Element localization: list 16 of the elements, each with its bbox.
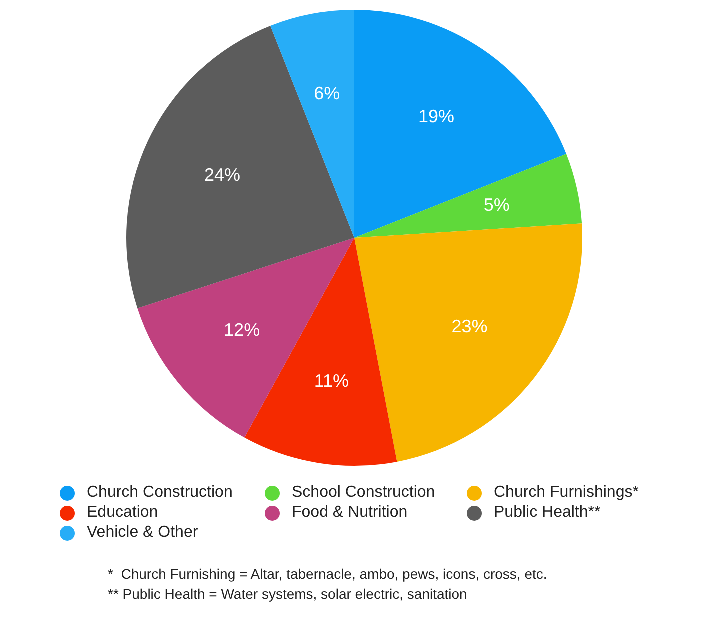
legend-label: Education [87, 504, 158, 522]
data-label: 12% [224, 320, 260, 340]
data-label: 23% [452, 316, 488, 336]
data-label: 11% [314, 371, 350, 392]
legend-label: Public Health** [494, 504, 601, 522]
data-label: 24% [204, 164, 240, 185]
legend-label: Church Furnishings* [494, 484, 639, 502]
legend-label: Vehicle & Other [87, 524, 198, 542]
data-label: 19% [418, 106, 455, 126]
legend-label: School Construction [292, 484, 436, 502]
text: * Church Furnishing = Altar, tabernacle, ambo, pews, icons, cross, etc. [108, 565, 548, 584]
text: ** Public Health = Water systems, solar electric, sanitation [108, 585, 468, 604]
legend-label: Food & Nutrition [292, 504, 408, 522]
data-label: 6% [314, 84, 340, 104]
legend-label: Church Construction [87, 484, 233, 502]
data-label: 5% [484, 195, 510, 216]
